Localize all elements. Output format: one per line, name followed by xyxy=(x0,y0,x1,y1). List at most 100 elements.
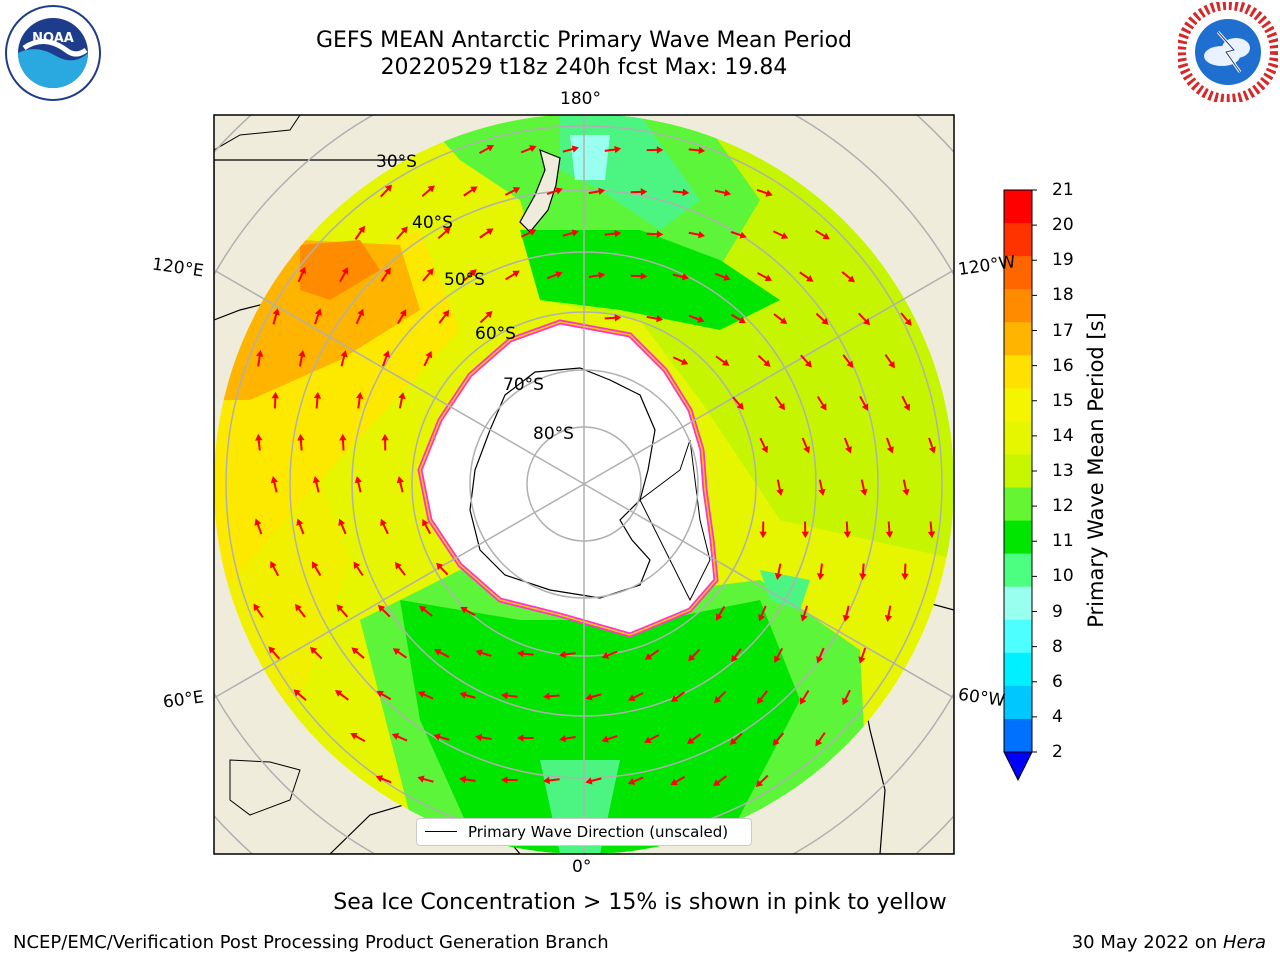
wave-arrow-head xyxy=(860,488,868,496)
wave-arrow-head xyxy=(780,232,789,239)
wave-arrow-head xyxy=(713,779,721,787)
wave-arrow-head xyxy=(714,696,722,704)
wave-arrow-head xyxy=(817,573,825,581)
legend-label: Primary Wave Direction (unscaled) xyxy=(468,823,729,841)
wave-arrow-head xyxy=(888,360,895,369)
colorbar-segment xyxy=(1004,322,1032,356)
colorbar-tick-label: 17 xyxy=(1052,320,1074,341)
wave-arrow-head xyxy=(644,653,653,660)
wave-arrow-head xyxy=(296,518,304,526)
wave-arrow-head xyxy=(400,226,408,234)
wave-arrow-head xyxy=(297,433,305,441)
wave-arrow-head xyxy=(598,187,606,195)
wave-arrow-head xyxy=(380,518,387,527)
colorbar-tick-label: 21 xyxy=(1052,180,1074,200)
wave-arrow-head xyxy=(336,604,344,612)
colorbar-tick-label: 12 xyxy=(1052,496,1074,517)
wave-arrow-head xyxy=(529,145,537,153)
wave-arrow-head xyxy=(601,735,609,743)
wave-arrow-head xyxy=(686,737,695,744)
wave-arrow-head xyxy=(759,531,767,539)
legend-line-swatch xyxy=(425,831,457,832)
colorbar-segment xyxy=(1004,223,1032,257)
colorbar-tick-label: 19 xyxy=(1052,250,1074,271)
wave-arrow-head xyxy=(601,651,610,659)
wave-arrow-head xyxy=(298,350,306,358)
wave-arrow-head xyxy=(295,603,302,612)
wave-arrow-head xyxy=(460,606,468,614)
wave-arrow-head xyxy=(861,403,869,411)
footer-date: 30 May 2022 on Hera xyxy=(1072,932,1266,953)
colorbar-tick-label: 6 xyxy=(1052,671,1063,692)
wave-arrow-head xyxy=(801,531,809,539)
wave-arrow-head xyxy=(772,738,780,746)
wave-arrow-head xyxy=(682,188,690,197)
wave-arrow-head xyxy=(293,689,301,697)
wave-arrow-head xyxy=(543,776,550,785)
footer-date-text: 30 May 2022 on xyxy=(1071,932,1223,953)
colorbar-segment xyxy=(1004,454,1032,489)
chart-title: GEFS MEAN Antarctic Primary Wave Mean Pe… xyxy=(315,28,853,53)
wave-arrow-head xyxy=(512,270,520,278)
wave-arrow-head xyxy=(571,229,579,237)
wave-arrow-head xyxy=(761,445,769,454)
wave-arrow-head xyxy=(268,646,276,654)
wave-arrow-head xyxy=(375,775,384,783)
wave-arrow-head xyxy=(313,391,322,399)
wave-arrow-head xyxy=(628,694,636,701)
wave-arrow-head xyxy=(338,518,346,527)
wave-arrow-head xyxy=(688,654,696,662)
wave-arrow-head xyxy=(804,360,812,368)
wave-arrow-head xyxy=(885,531,894,539)
wave-arrow-head xyxy=(774,572,783,580)
lon-label-180: 180° xyxy=(560,89,601,109)
wave-arrow-head xyxy=(270,561,277,569)
wave-arrow-head xyxy=(334,690,343,697)
wave-arrow-head xyxy=(486,144,495,152)
colorbar-tick-label: 9 xyxy=(1052,601,1063,622)
wave-arrow-head xyxy=(357,308,365,317)
wave-arrow-head xyxy=(847,275,856,283)
wave-arrow-head xyxy=(417,691,426,698)
lat-label-80s: 80°S xyxy=(533,424,574,444)
wave-arrow-head xyxy=(822,232,830,240)
wave-arrow-head xyxy=(656,230,664,238)
colorbar-segment xyxy=(1004,256,1032,290)
wave-arrow-head xyxy=(927,531,936,539)
colorbar-segment xyxy=(1004,685,1032,720)
colorbar-tick-label: 10 xyxy=(1052,566,1074,587)
wave-arrow-head xyxy=(434,649,442,656)
wave-arrow-head xyxy=(723,189,732,197)
wave-arrow-head xyxy=(351,647,359,655)
wave-arrow-head xyxy=(253,603,261,612)
colorbar-tick-label: 11 xyxy=(1052,531,1074,552)
wave-arrow-head xyxy=(340,350,348,358)
wave-arrow-head xyxy=(417,775,425,783)
wave-arrow-head xyxy=(640,188,648,196)
wave-arrow-head xyxy=(859,573,867,581)
wave-arrow-head xyxy=(842,697,849,706)
colorbar-segment xyxy=(1004,553,1032,588)
wave-arrow-head xyxy=(698,231,706,239)
colorbar-segment xyxy=(1004,190,1032,224)
wave-arrow-head xyxy=(255,433,263,441)
wave-arrow-head xyxy=(904,318,912,326)
wave-arrow-head xyxy=(697,315,705,323)
wave-arrow-head xyxy=(350,732,358,740)
wave-arrow-head xyxy=(396,476,404,484)
wave-arrow-head xyxy=(806,275,814,282)
colorbar-tick-label: 2 xyxy=(1052,742,1063,762)
wave-arrow-head xyxy=(585,693,593,701)
wave-arrow-head xyxy=(821,317,829,325)
wave-arrow-head xyxy=(764,274,773,281)
colorbar-segment xyxy=(1004,652,1032,687)
wave-arrow-head xyxy=(442,309,450,318)
wave-arrow-head xyxy=(433,733,441,741)
colorbar-segment xyxy=(1004,619,1032,654)
wave-arrow-head xyxy=(299,266,307,275)
wave-arrow-head xyxy=(256,349,264,357)
wave-arrow-head xyxy=(680,358,689,365)
wave-arrow-head xyxy=(755,779,764,788)
wave-arrow-head xyxy=(614,314,622,322)
wave-arrow-head xyxy=(475,733,483,742)
